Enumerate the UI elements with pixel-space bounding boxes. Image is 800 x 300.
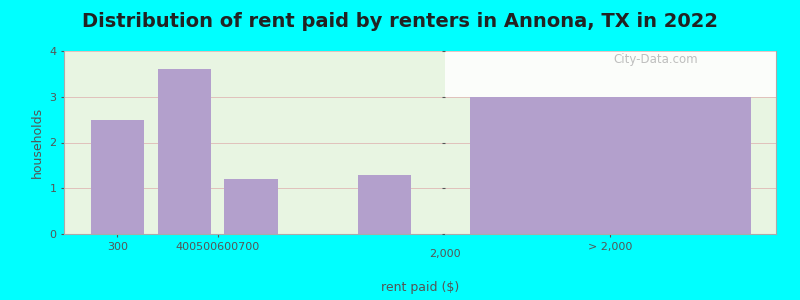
Text: City-Data.com: City-Data.com: [614, 53, 698, 67]
Bar: [158, 69, 211, 234]
Bar: [90, 120, 144, 234]
Bar: [445, 51, 776, 97]
Y-axis label: households: households: [30, 107, 44, 178]
Text: Distribution of rent paid by renters in Annona, TX in 2022: Distribution of rent paid by renters in …: [82, 12, 718, 31]
Bar: [358, 175, 411, 234]
Bar: [470, 97, 751, 234]
Bar: [224, 179, 278, 234]
Text: 2,000: 2,000: [429, 249, 461, 259]
Text: rent paid ($): rent paid ($): [381, 281, 459, 295]
